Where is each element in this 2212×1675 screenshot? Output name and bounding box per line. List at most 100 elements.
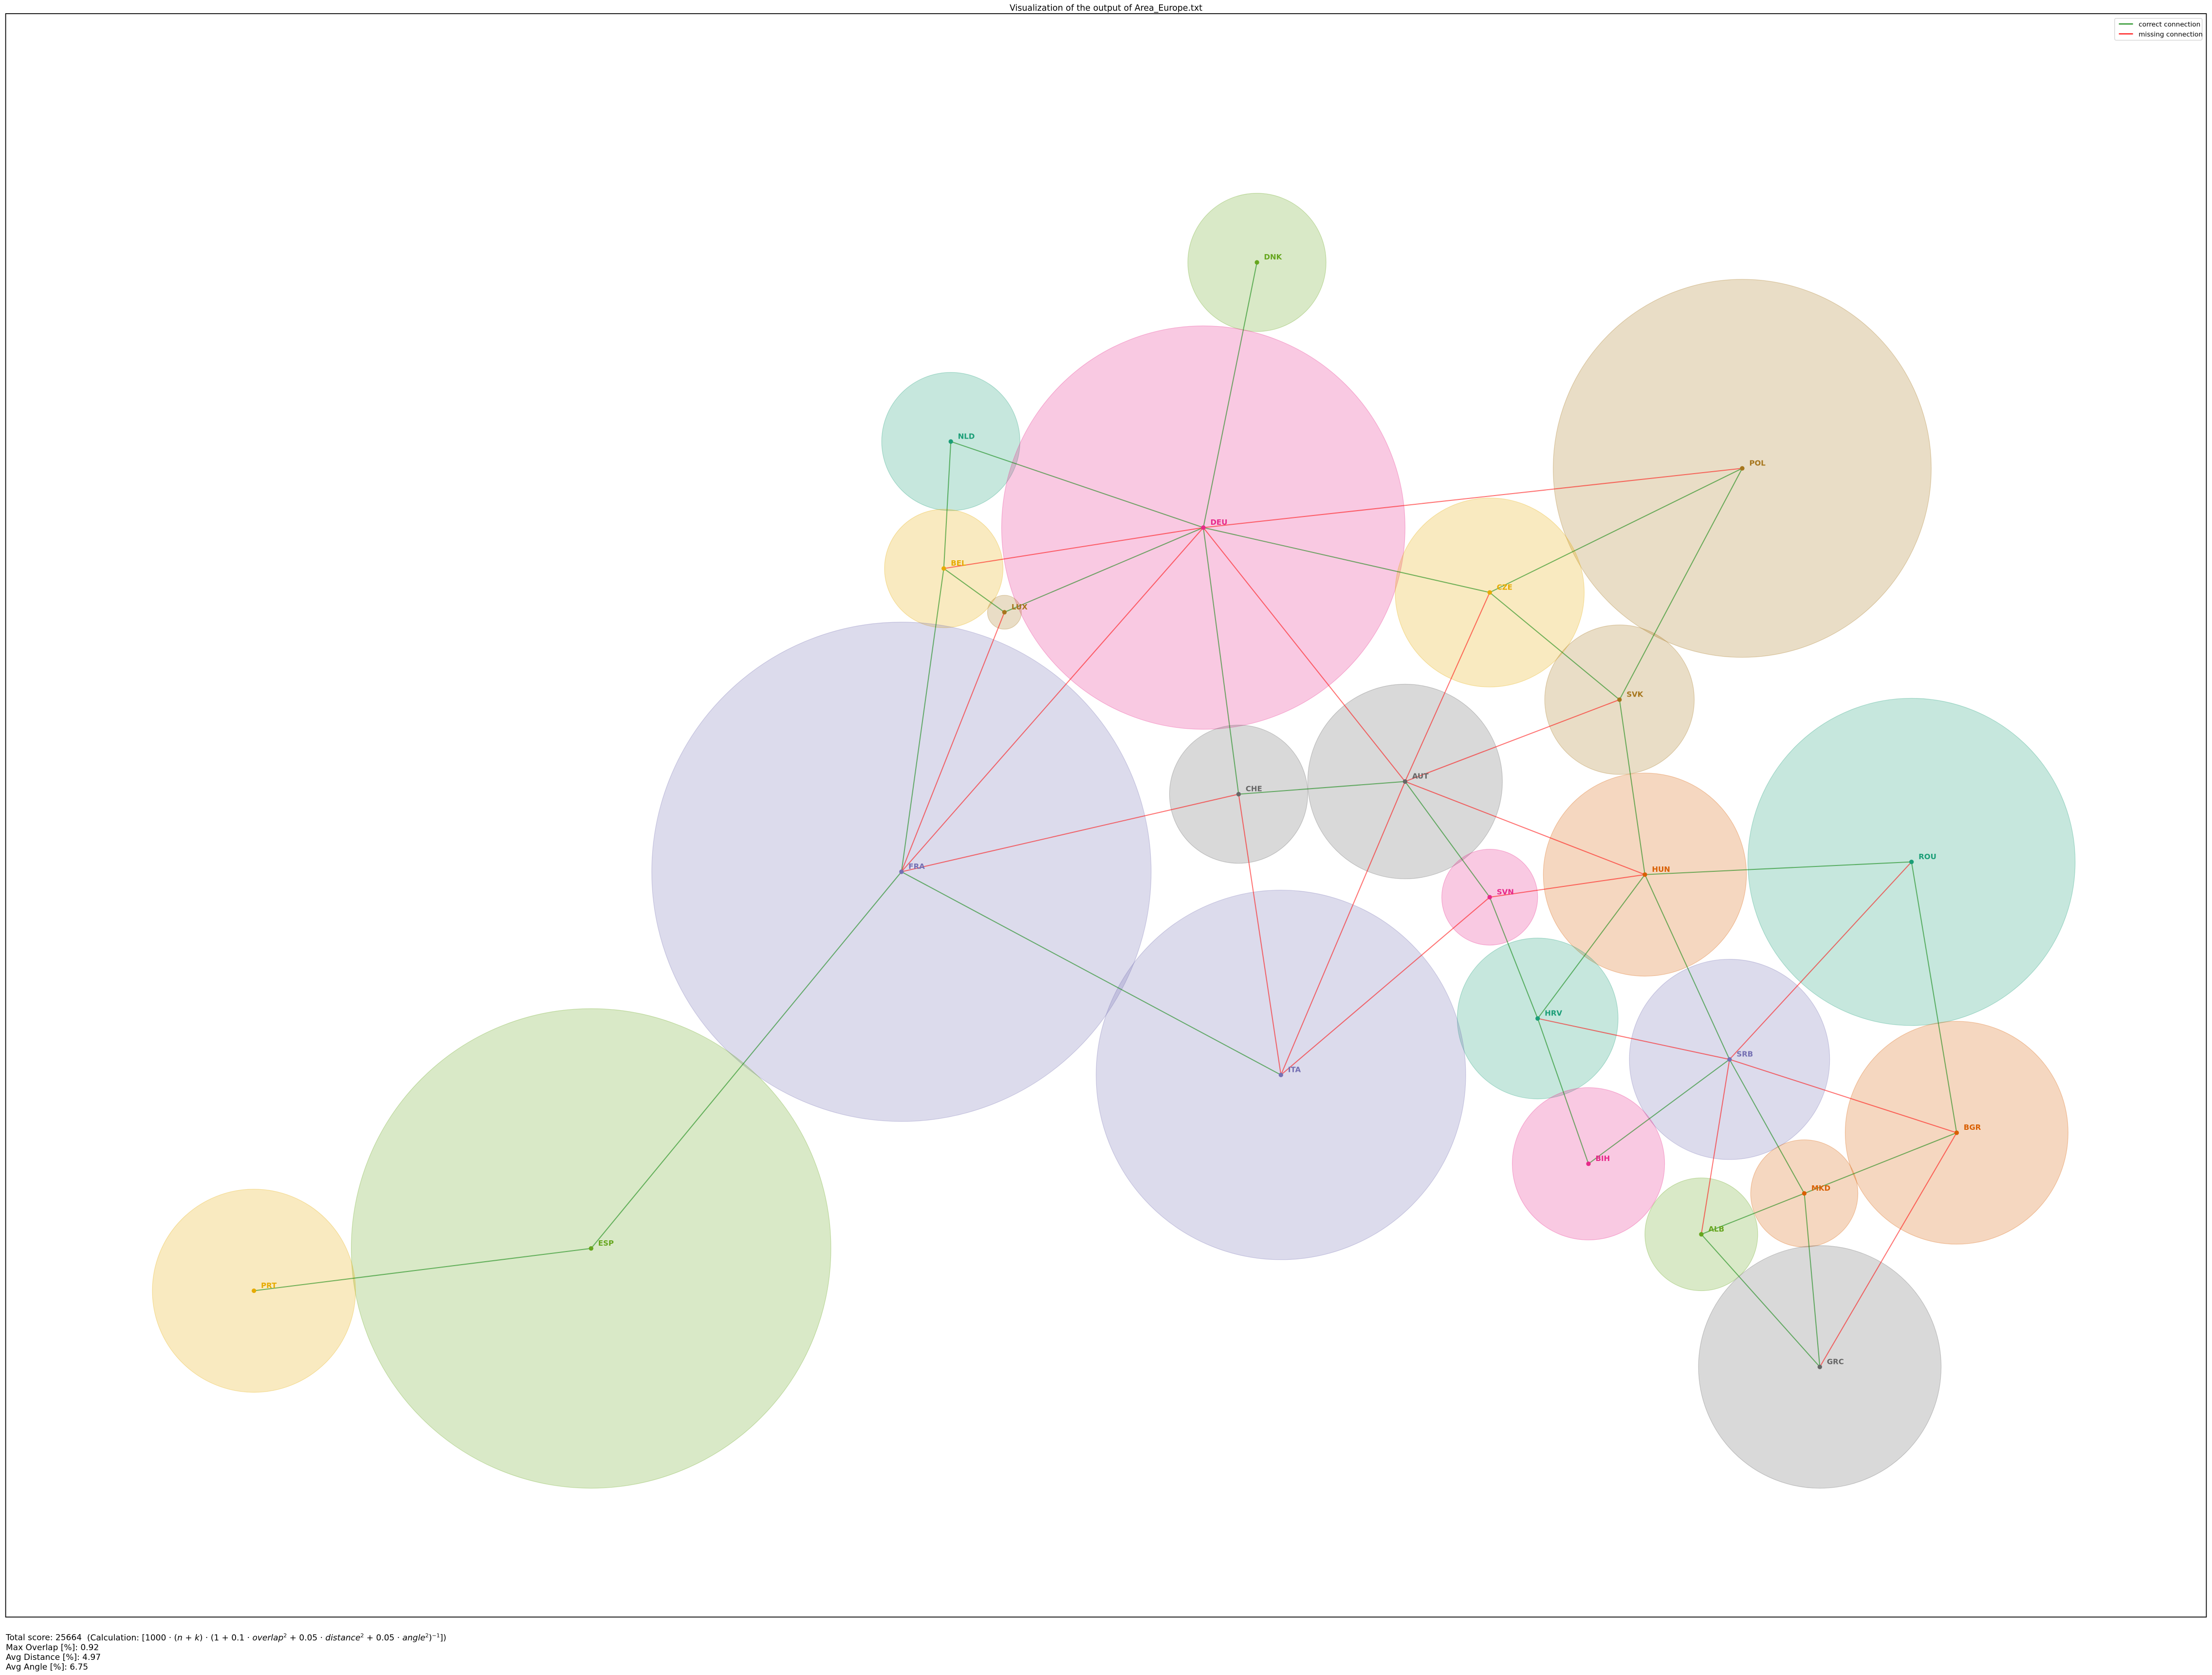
correct-connection-svk-hun <box>1619 699 1646 875</box>
missing-connection-deu-fra <box>901 527 1204 872</box>
node-label-prt: PRT <box>261 1281 277 1290</box>
node-label-bih: BIH <box>1596 1154 1610 1163</box>
node-marker-cze <box>1487 590 1492 595</box>
node-marker-alb <box>1699 1232 1704 1237</box>
correct-connection-lux-deu <box>1004 527 1204 613</box>
correct-connection-esp-prt <box>254 1248 591 1291</box>
node-marker-fra <box>899 869 904 874</box>
correct-connection-bih-srb <box>1588 1059 1730 1164</box>
node-label-fra: FRA <box>908 862 925 871</box>
missing-connection-hrv-srb <box>1537 1018 1730 1060</box>
node-marker-bgr <box>1954 1130 1959 1135</box>
correct-connection-bel-lux <box>943 568 1005 613</box>
node-marker-esp <box>589 1246 593 1251</box>
missing-connection-aut-svk <box>1404 699 1620 782</box>
node-label-hrv: HRV <box>1545 1009 1562 1018</box>
node-labels: DNK NLD DEU BEL LUX POL CZE SVK CHE AUT FRA HUN ROU S… <box>261 253 1981 1366</box>
node-marker-aut <box>1402 779 1407 784</box>
missing-connection-bgr-grc <box>1819 1132 1957 1367</box>
correct-connection-aut-svn <box>1404 781 1491 898</box>
node-marker-ita <box>1278 1072 1283 1077</box>
missing-connection-aut-ita <box>1280 781 1406 1075</box>
correct-connection-svn-hrv <box>1489 897 1538 1019</box>
node-label-nld: NLD <box>958 432 975 441</box>
node-marker-deu <box>1201 525 1206 530</box>
node-label-dnk: DNK <box>1264 253 1283 261</box>
missing-connection-aut-cze <box>1404 592 1491 782</box>
correct-connection-hun-rou <box>1644 861 1912 875</box>
missing-connection-bel-deu <box>943 527 1204 569</box>
node-marker-che <box>1236 791 1241 797</box>
node-marker-bel <box>941 566 946 571</box>
correct-connection-mkd-alb <box>1701 1193 1805 1235</box>
node-label-che: CHE <box>1246 785 1262 793</box>
node-label-pol: POL <box>1749 459 1766 467</box>
correct-connection-deu-che <box>1202 527 1239 794</box>
correct-connection-rou-bgr <box>1911 862 1957 1133</box>
node-label-svn: SVN <box>1497 887 1514 896</box>
node-label-mkd: MKD <box>1811 1184 1830 1193</box>
plot-frame <box>5 13 2207 1618</box>
correct-connection-fra-esp <box>590 871 902 1249</box>
node-label-cze: CZE <box>1497 583 1512 591</box>
correct-connection-cze-pol <box>1489 468 1743 593</box>
correct-connection-che-aut <box>1238 781 1405 795</box>
node-label-srb: SRB <box>1736 1050 1753 1059</box>
node-label-deu: DEU <box>1210 518 1227 527</box>
node-marker-hun <box>1642 872 1647 877</box>
correct-connection-deu-cze <box>1203 527 1490 593</box>
node-label-ita: ITA <box>1288 1065 1301 1074</box>
correct-connection-pol-svk <box>1619 468 1743 700</box>
node-label-grc: GRC <box>1827 1357 1844 1366</box>
correct-connection-cze-svk <box>1489 592 1620 700</box>
avg-angle: Avg Angle [%]: 6.75 <box>6 1662 89 1672</box>
correct-connection-dnk-deu <box>1202 262 1258 528</box>
correct-connection-hun-hrv <box>1537 874 1645 1019</box>
node-marker-srb <box>1727 1057 1732 1062</box>
correct-connection-hrv-bih <box>1537 1018 1589 1164</box>
correct-connection-hun-srb <box>1644 874 1730 1060</box>
correct-connection-nld-bel <box>943 441 952 569</box>
score-calculation: (Calculation: [1000 · (n + k) · (1 + 0.1… <box>87 1632 446 1643</box>
score-label: Total score: 25664 <box>6 1633 82 1643</box>
missing-connection-deu-pol <box>1203 468 1743 528</box>
node-marker-svk <box>1617 697 1622 702</box>
missing-connection-srb-rou <box>1729 861 1912 1060</box>
node-marker-mkd <box>1802 1191 1807 1196</box>
node-marker-rou <box>1909 859 1914 865</box>
correct-connection-srb-mkd <box>1729 1059 1805 1194</box>
score-summary: Total score: 25664 (Calculation: [1000 ·… <box>6 1631 446 1672</box>
missing-connection-aut-hun <box>1404 781 1645 875</box>
area-circles <box>152 193 2076 1489</box>
missing-connection-ita-svn <box>1280 897 1490 1075</box>
node-label-bgr: BGR <box>1964 1123 1981 1132</box>
correct-connection-nld-deu <box>950 441 1204 528</box>
node-marker-lux <box>1002 610 1007 615</box>
node-marker-nld <box>948 439 953 444</box>
missing-connection-svn-hun <box>1490 874 1645 898</box>
node-label-hun: HUN <box>1652 865 1670 874</box>
legend-correct-label: correct connection <box>2138 20 2200 28</box>
max-overlap: Max Overlap [%]: 0.92 <box>6 1642 99 1653</box>
node-label-svk: SVK <box>1626 690 1643 699</box>
legend-box <box>2114 18 2203 41</box>
node-marker-dnk <box>1254 260 1259 265</box>
correct-connection-alb-grc <box>1701 1234 1821 1367</box>
avg-distance: Avg Distance [%]: 4.97 <box>6 1652 101 1662</box>
node-marker-hrv <box>1535 1016 1540 1021</box>
node-markers <box>252 260 1959 1369</box>
total-score: Total score: 25664 (Calculation: [1000 ·… <box>6 1631 446 1643</box>
correct-connection-bel-fra <box>901 568 944 872</box>
node-marker-svn <box>1487 895 1492 900</box>
legend-missing-label: missing connection <box>2138 31 2203 38</box>
correct-connection-mkd-grc <box>1804 1193 1821 1367</box>
node-marker-prt <box>252 1288 257 1293</box>
node-marker-grc <box>1817 1364 1822 1369</box>
missing-connection-deu-aut <box>1203 527 1406 782</box>
legend: correct connection missing connection <box>2114 18 2203 41</box>
correct-connection-fra-ita <box>901 871 1281 1076</box>
connections <box>254 262 1957 1367</box>
node-label-aut: AUT <box>1412 772 1429 781</box>
node-label-esp: ESP <box>598 1239 614 1248</box>
